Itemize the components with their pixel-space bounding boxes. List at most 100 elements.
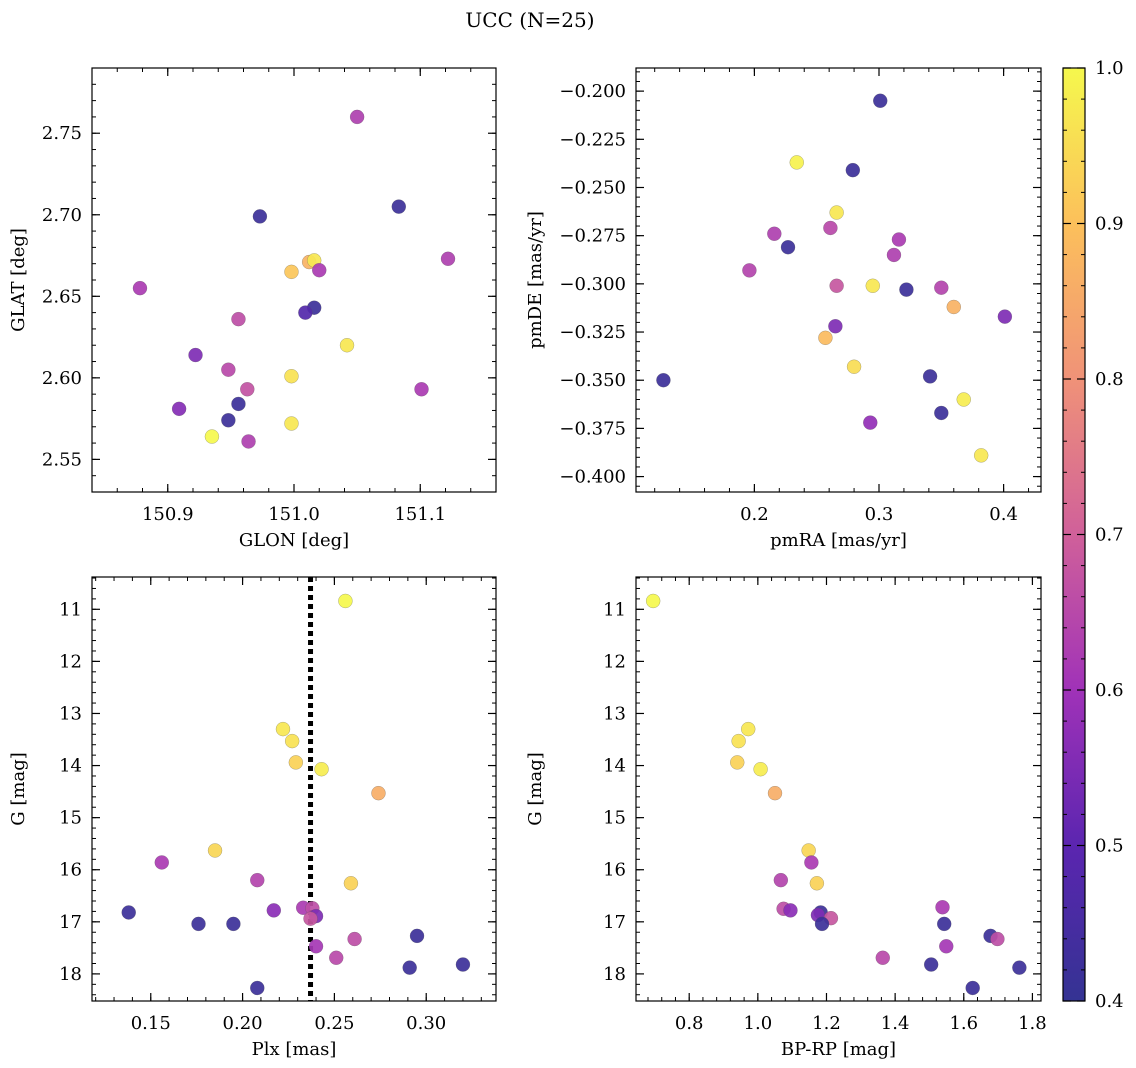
scatter-point — [409, 928, 425, 944]
y-tick-label: −0.375 — [559, 418, 626, 439]
scatter-point — [308, 939, 324, 954]
y-tick-label: 12 — [603, 651, 626, 672]
scatter-point — [312, 263, 327, 278]
x-tick-label: 0.25 — [314, 1013, 354, 1034]
colorbar-tick-label: 0.9 — [1095, 214, 1124, 235]
scatter-point — [923, 957, 939, 972]
scatter-point — [946, 299, 961, 315]
y-tick-label: 15 — [603, 808, 626, 829]
x-tick-label: 0.4 — [989, 504, 1018, 525]
colorbar-tick-label: 0.8 — [1095, 369, 1124, 390]
y-tick-label: 13 — [59, 703, 82, 724]
x-axis-label: pmRA [mas/yr] — [770, 530, 907, 551]
scatter-point — [221, 362, 236, 377]
scatter-point — [804, 855, 819, 870]
x-tick-label: 0.3 — [865, 504, 894, 525]
y-axis-label: G [mag] — [525, 752, 546, 825]
scatter-point — [956, 392, 971, 407]
x-tick-label: 1.8 — [1018, 1013, 1047, 1034]
scatter-point — [809, 876, 825, 891]
scatter-point — [845, 162, 861, 178]
scatter-point — [891, 232, 907, 247]
scatter-point — [939, 939, 954, 954]
y-tick-label: −0.200 — [559, 81, 626, 102]
x-tick-label: 151.1 — [394, 504, 446, 525]
scatter-point — [922, 369, 938, 384]
scatter-point — [275, 721, 291, 737]
colorbar: 0.4 0.5 0.6 0.7 0.8 0.9 1.0 — [1062, 58, 1124, 1012]
x-tick-label: 151.0 — [268, 504, 320, 525]
scatter-point — [188, 347, 203, 363]
x-tick-label: 1.4 — [881, 1013, 910, 1034]
scatter-point — [402, 960, 417, 975]
scatter-points — [121, 577, 471, 1001]
y-tick-label: 2.65 — [42, 286, 82, 307]
scatter-point — [801, 843, 816, 858]
y-tick-label: −0.400 — [559, 467, 626, 488]
y-tick-label: 2.55 — [42, 449, 82, 470]
y-tick-label: −0.250 — [559, 177, 626, 198]
scatter-point — [314, 762, 329, 777]
scatter-point — [780, 240, 796, 255]
scatter-point — [829, 278, 844, 293]
scatter-point — [250, 980, 265, 996]
scatter-point — [656, 373, 671, 388]
scatter-point — [935, 900, 950, 915]
colorbar-tick-label: 0.4 — [1095, 991, 1124, 1012]
scatter-point — [339, 338, 355, 353]
scatter-point — [303, 911, 318, 926]
colorbar-tick-label: 1.0 — [1095, 58, 1124, 79]
scatter-point — [231, 396, 246, 412]
figure-title: UCC (N=25) — [465, 8, 594, 32]
scatter-point — [997, 309, 1013, 324]
scatter-point — [783, 903, 798, 918]
scatter-points — [132, 109, 456, 449]
scatter-point — [973, 448, 989, 463]
scatter-point — [934, 405, 949, 421]
scatter-point — [221, 413, 236, 428]
scatter-point — [937, 916, 952, 932]
scatter-point — [741, 721, 756, 737]
scatter-point — [414, 382, 429, 397]
x-tick-label: 1.6 — [949, 1013, 978, 1034]
axes-frame — [91, 576, 497, 1002]
scatter-point — [241, 434, 256, 449]
scatter-point — [873, 93, 888, 108]
scatter-point — [349, 109, 365, 125]
scatter-point — [818, 330, 833, 346]
scatter-point — [338, 593, 353, 609]
colorbar-tick-label: 0.5 — [1095, 836, 1124, 857]
scatter-point — [753, 762, 768, 777]
y-tick-label: 18 — [603, 964, 626, 985]
scatter-point — [132, 280, 148, 296]
scatter-point — [154, 855, 169, 870]
x-axis-label: Plx [mas] — [252, 1039, 337, 1060]
scatter-points — [656, 93, 1013, 463]
scatter-point — [863, 415, 878, 430]
y-tick-label: 16 — [603, 860, 626, 881]
y-tick-label: 2.60 — [42, 368, 82, 389]
x-tick-label: 0.8 — [675, 1013, 704, 1034]
scatter-point — [730, 755, 745, 770]
x-tick-label: 1.2 — [812, 1013, 841, 1034]
y-tick-label: −0.275 — [559, 226, 626, 247]
scatter-point — [828, 319, 843, 334]
y-tick-label: 12 — [59, 651, 82, 672]
scatter-point — [250, 872, 265, 888]
scatter-point — [284, 369, 299, 384]
scatter-point — [990, 931, 1005, 947]
scatter-point — [846, 359, 862, 374]
axes-frame — [91, 67, 497, 493]
scatter-point — [767, 785, 783, 801]
x-tick-label: 0.15 — [131, 1013, 171, 1034]
scatter-point — [391, 199, 406, 214]
y-tick-label: −0.225 — [559, 129, 626, 150]
scatter-point — [121, 905, 136, 920]
scatter-point — [742, 263, 757, 278]
x-tick-label: 1.0 — [744, 1013, 773, 1034]
scatter-point — [645, 593, 661, 609]
y-axis-label: GLAT [deg] — [8, 228, 29, 332]
x-tick-label: 150.9 — [142, 504, 194, 525]
scatter-point — [731, 733, 746, 749]
